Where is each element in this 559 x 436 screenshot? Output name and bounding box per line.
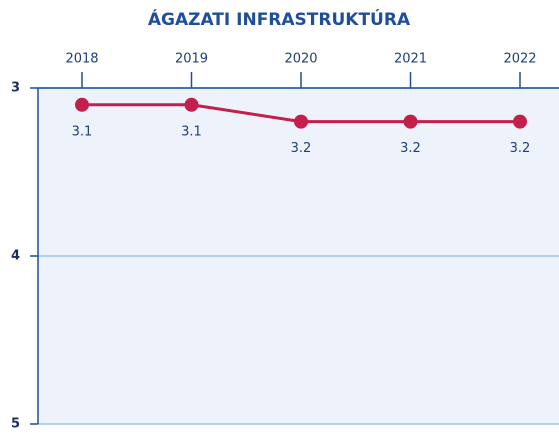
data-point [75, 97, 89, 112]
data-point [184, 97, 199, 112]
data-label: 3.2 [510, 141, 531, 156]
chart-title: ÁGAZATI INFRASTRUKTÚRA [148, 8, 411, 30]
x-tick-label: 2022 [503, 52, 536, 67]
x-tick-label: 2019 [175, 52, 208, 67]
data-label: 3.2 [400, 141, 421, 156]
data-point [403, 114, 418, 129]
data-label: 3.1 [181, 124, 202, 139]
x-tick-label: 2020 [284, 52, 317, 67]
data-point [294, 114, 308, 129]
data-label: 3.2 [291, 141, 312, 156]
y-tick-label: 4 [11, 249, 20, 264]
y-tick-label: 3 [11, 81, 20, 96]
data-label: 3.1 [72, 124, 93, 139]
y-tick-label: 5 [11, 417, 20, 432]
x-tick-label: 2018 [65, 52, 98, 67]
data-point [513, 114, 527, 129]
x-tick-label: 2021 [394, 52, 427, 67]
